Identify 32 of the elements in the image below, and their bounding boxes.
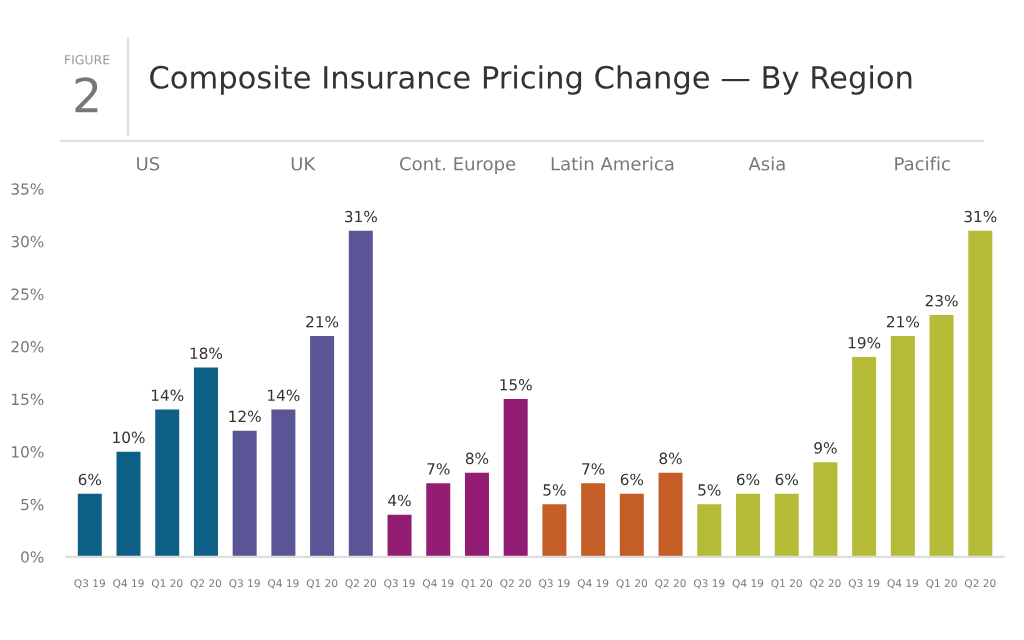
bar — [503, 399, 528, 557]
bar — [155, 409, 180, 557]
bar — [968, 230, 993, 557]
text: UK — [291, 157, 316, 171]
bar — [697, 504, 722, 557]
bar — [813, 462, 838, 557]
bar — [658, 472, 683, 557]
text: Asia — [748, 156, 785, 171]
bar — [929, 314, 954, 557]
bar — [542, 504, 567, 557]
bar — [581, 483, 606, 557]
text: Latin America — [551, 156, 674, 171]
bar — [348, 230, 373, 557]
bar — [890, 336, 915, 557]
bar — [193, 367, 218, 557]
text: Cont. Europe — [400, 156, 516, 175]
bar — [310, 336, 335, 557]
bar — [464, 472, 489, 557]
bar — [735, 493, 760, 557]
bar — [271, 409, 296, 557]
text: 2 — [75, 77, 98, 113]
bar — [232, 430, 257, 557]
bar — [387, 514, 412, 557]
text: Pacific — [895, 156, 950, 171]
text: US — [137, 156, 160, 171]
bar — [426, 483, 451, 557]
chart-title: Composite Insurance Pricing Change — By Region — [150, 65, 912, 95]
bar — [774, 493, 799, 557]
bar — [77, 493, 102, 557]
bar — [619, 493, 644, 557]
bar — [852, 357, 877, 557]
bar — [116, 451, 141, 557]
